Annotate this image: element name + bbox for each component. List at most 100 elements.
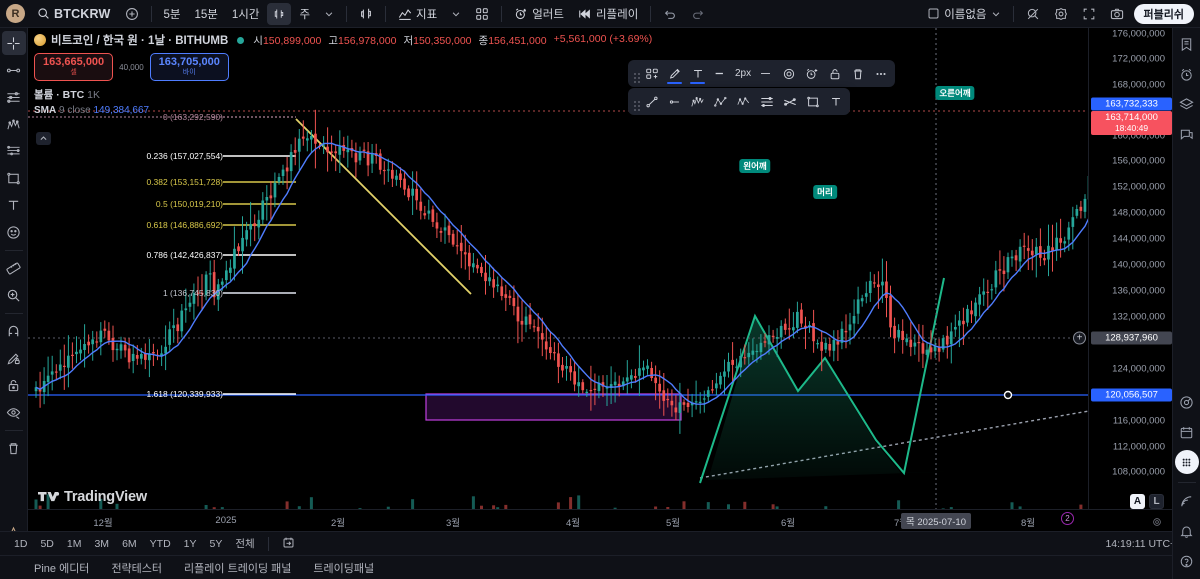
color-swatch-button[interactable] (777, 63, 800, 85)
quick-search-toggle[interactable] (1020, 3, 1046, 25)
add-symbol-button[interactable] (119, 3, 145, 25)
remove-drawings-button[interactable] (2, 436, 26, 460)
alerts-button[interactable] (1175, 62, 1199, 86)
toolbar-drag-handle-2[interactable] (631, 91, 640, 113)
interval-15m[interactable]: 15분 (194, 8, 218, 21)
undo-button[interactable] (657, 3, 683, 25)
fullscreen-button[interactable] (1076, 3, 1102, 25)
emoji-tool-button[interactable] (2, 220, 26, 244)
apps-grid-button[interactable] (1174, 450, 1199, 474)
measure-tool-button[interactable] (2, 256, 26, 280)
indicators-dropdown[interactable] (445, 3, 467, 25)
watchlist-button[interactable] (1175, 32, 1199, 56)
pattern-tag-head[interactable]: 머리 (813, 185, 837, 199)
trend-line-tool[interactable] (640, 91, 663, 113)
interval-week[interactable]: 주 (299, 8, 311, 21)
parallel-channel-tool[interactable] (755, 91, 778, 113)
divider (4, 250, 23, 251)
text-color-button[interactable] (686, 63, 709, 85)
replay-button[interactable]: 리플레이 (572, 3, 644, 25)
settings-button[interactable] (1048, 3, 1074, 25)
templates-button[interactable] (640, 63, 663, 85)
range-5y[interactable]: 5Y (209, 537, 223, 550)
horizontal-lines-tool-button[interactable] (2, 85, 26, 109)
calendar-button[interactable] (1175, 420, 1199, 444)
lock-drawing-button[interactable] (823, 63, 846, 85)
legend-collapse-button[interactable] (36, 132, 51, 145)
tab-trading-panel[interactable]: 트레이딩패널 (313, 562, 375, 575)
text-tool-button[interactable] (2, 193, 26, 217)
elliott-wave-tool[interactable] (686, 91, 709, 113)
data-window-button[interactable] (1175, 92, 1199, 116)
redo-button[interactable] (685, 3, 711, 25)
pitchfork-tool[interactable] (778, 91, 801, 113)
range-6m[interactable]: 6M (122, 537, 137, 550)
publish-button[interactable]: 퍼블리쉬 (1133, 3, 1194, 24)
more-options-button[interactable] (869, 63, 892, 85)
layouts-button[interactable] (469, 3, 495, 25)
log-scale-button[interactable]: L (1149, 494, 1164, 509)
abcd-pattern-tool[interactable] (709, 91, 732, 113)
objects-count-badge[interactable]: 2 (1061, 512, 1074, 525)
magnet-tool-button[interactable] (2, 319, 26, 343)
auto-scale-button[interactable]: A (1130, 494, 1145, 509)
interval-1h[interactable]: 1시간 (231, 8, 260, 21)
chart-area[interactable]: 0 (163,292,590) 0.236 (157,027,554) 0.38… (28, 28, 1172, 531)
xabcd-pattern-tool[interactable] (732, 91, 755, 113)
text-tool[interactable] (824, 91, 847, 113)
time-scale[interactable]: 12월 2025 2월 3월 4월 5월 6월 7월 8월 목 2025-07-… (28, 509, 1172, 531)
horizontal-lines-icon (6, 90, 21, 105)
go-to-date-button[interactable] (276, 534, 301, 554)
rectangle-tool[interactable] (801, 91, 824, 113)
rectangle-tool-button[interactable] (2, 166, 26, 190)
add-alert-plus-icon[interactable]: + (1073, 331, 1086, 345)
zoom-tool-button[interactable] (2, 283, 26, 307)
trend-line-tool-button[interactable] (2, 58, 26, 82)
range-5d[interactable]: 5D (40, 537, 54, 550)
elliott-wave-tool-button[interactable] (2, 112, 26, 136)
time-scale-settings-button[interactable] (1152, 514, 1162, 532)
drawing-mode-button[interactable] (2, 346, 26, 370)
add-alert-button[interactable] (800, 63, 823, 85)
range-1y[interactable]: 1Y (183, 537, 197, 550)
hide-drawings-button[interactable] (2, 400, 26, 424)
broadcast-button[interactable] (1175, 489, 1199, 513)
tab-replay-trading-panel[interactable]: 리플레이 트레이딩 패널 (184, 562, 292, 575)
interval-5m[interactable]: 5분 (163, 8, 181, 21)
interval-dropdown[interactable] (318, 3, 340, 25)
snapshot-button[interactable] (1104, 3, 1130, 25)
chat-button[interactable] (1175, 122, 1199, 146)
alert-button[interactable]: 얼러트 (508, 3, 570, 25)
help-button[interactable] (1175, 549, 1199, 573)
line-dash-button[interactable] (754, 63, 777, 85)
toolbar-drag-handle[interactable] (631, 63, 640, 85)
range-1d[interactable]: 1D (14, 537, 28, 550)
crosshair-icon-button[interactable] (1, 31, 26, 55)
notifications-button[interactable] (1175, 519, 1199, 543)
range-ytd[interactable]: YTD (149, 537, 171, 550)
chart-type-button[interactable] (353, 3, 379, 25)
delete-drawing-button[interactable] (846, 63, 869, 85)
ideas-button[interactable] (1175, 390, 1199, 414)
layout-select[interactable]: 이름없음 (921, 3, 1006, 25)
pattern-tag-left-shoulder[interactable]: 왼어깨 (739, 159, 771, 173)
range-all[interactable]: 전체 (235, 538, 255, 550)
price-tick: 176,000,000 (1112, 28, 1165, 40)
text-tool-icon (831, 97, 840, 105)
lock-drawings-button[interactable] (2, 373, 26, 397)
user-avatar[interactable]: R (6, 4, 25, 23)
symbol-search[interactable]: BTCKRW (31, 3, 117, 25)
horizontal-ray-tool[interactable] (663, 91, 686, 113)
price-scale[interactable]: 176,000,000 172,000,000 168,000,000 160,… (1073, 28, 1172, 531)
range-1m[interactable]: 1M (66, 537, 82, 550)
range-3m[interactable]: 3M (94, 537, 110, 550)
interval-day-selected[interactable] (267, 2, 292, 25)
fib-retracement-tool-button[interactable] (2, 139, 26, 163)
pattern-tag-right-shoulder[interactable]: 오른어깨 (935, 86, 975, 100)
line-width-button[interactable] (709, 63, 732, 85)
tab-pine-editor[interactable]: Pine 에디터 (34, 562, 90, 575)
indicators-button[interactable]: 지표 (392, 3, 443, 25)
line-width-label[interactable]: 2px (735, 68, 752, 79)
tab-strategy-tester[interactable]: 전략테스터 (111, 562, 163, 575)
line-color-button[interactable] (663, 63, 686, 85)
